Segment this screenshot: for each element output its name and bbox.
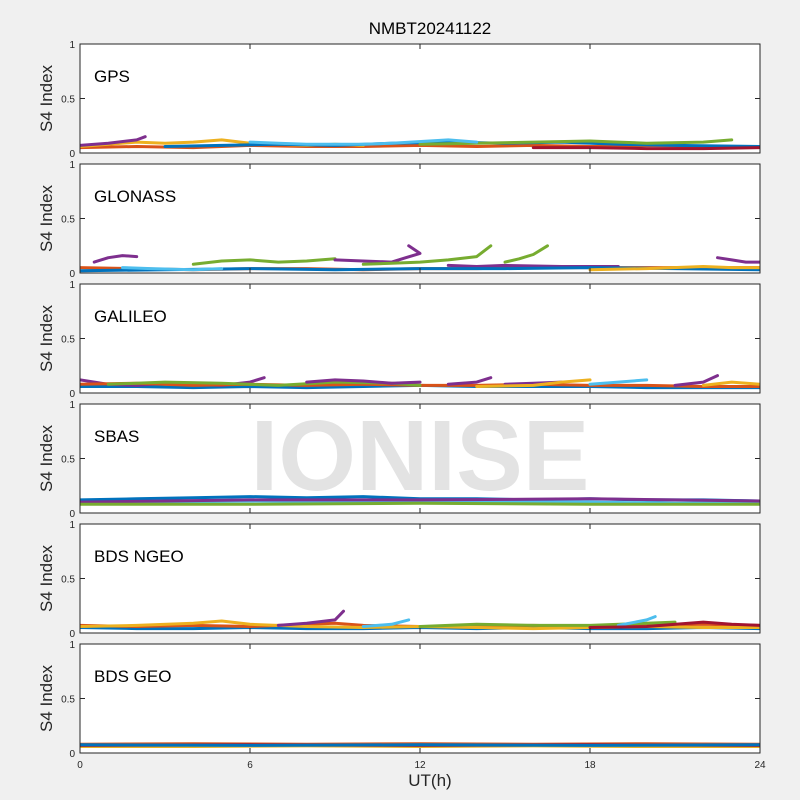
series-line [588, 620, 760, 629]
x-tick-label: 6 [247, 760, 253, 771]
y-axis-label: S4 Index [37, 544, 56, 612]
panel-label: BDS NGEO [94, 547, 184, 566]
x-tick-label: 24 [754, 760, 766, 771]
y-tick-label: 0.5 [61, 455, 75, 466]
series-line [333, 244, 422, 264]
y-tick-label: 0 [69, 389, 75, 400]
panel-label: GLONASS [94, 187, 176, 206]
series-line [121, 266, 224, 272]
y-tick-label: 0 [69, 509, 75, 520]
series-line [475, 378, 592, 388]
series-line [305, 378, 422, 385]
plot-area [80, 44, 760, 153]
y-axis-label: S4 Index [37, 184, 56, 252]
y-tick-label: 1 [69, 280, 75, 291]
series-line [191, 257, 337, 266]
y-axis-label: S4 Index [37, 304, 56, 372]
y-axis-label: S4 Index [37, 424, 56, 492]
panel-label: GPS [94, 67, 130, 86]
plot-area [80, 284, 760, 393]
series-line [163, 140, 760, 148]
y-tick-label: 1 [69, 640, 75, 651]
series-line [418, 620, 677, 628]
series-line [588, 265, 760, 272]
series-line [276, 609, 345, 627]
plot-area [80, 524, 760, 633]
panel-bds-ngeo: 0 0.5 1 BDS NGEO S4 Index [37, 520, 761, 640]
series-line [418, 138, 734, 146]
series-line [716, 256, 760, 264]
plot-frame [79, 283, 761, 394]
series-line [531, 146, 760, 151]
y-tick-label: 0.5 [61, 335, 75, 346]
series-group [80, 135, 760, 151]
panels-group: 0 0.5 1 GPS S4 Index 0 0.5 1 GLONASS S4 Index 0 0.5… [37, 40, 766, 771]
series-line [616, 615, 657, 627]
y-tick-label: 0 [69, 269, 75, 280]
y-tick-label: 1 [69, 40, 75, 51]
plot-frame [79, 403, 761, 514]
watermark-text: IONISE [251, 400, 590, 512]
y-tick-label: 1 [69, 520, 75, 531]
panel-label: GALILEO [94, 307, 167, 326]
series-line [361, 618, 411, 628]
plot-frame [79, 163, 761, 274]
plot-frame [79, 523, 761, 634]
y-axis-label: S4 Index [37, 64, 56, 132]
panel-glonass: 0 0.5 1 GLONASS S4 Index [37, 160, 761, 280]
y-tick-label: 0.5 [61, 95, 75, 106]
series-line [503, 244, 549, 264]
panel-sbas: 0 0.5 1 SBAS S4 Index [37, 400, 761, 520]
panel-label: BDS GEO [94, 667, 171, 686]
chart-title: NMBT20241122 [369, 19, 492, 38]
series-line [80, 501, 760, 506]
y-tick-label: 0 [69, 749, 75, 760]
series-line [80, 135, 147, 147]
series-group [80, 742, 760, 748]
series-line [361, 244, 493, 266]
panel-gps: 0 0.5 1 GPS S4 Index [37, 40, 761, 160]
series-group [80, 609, 760, 631]
y-tick-label: 1 [69, 400, 75, 411]
x-axis-label: UT(h) [408, 771, 451, 790]
panel-galileo: 0 0.5 1 GALILEO S4 Index [37, 280, 761, 400]
series-line [701, 380, 760, 387]
plot-frame [79, 643, 761, 754]
series-line [80, 497, 760, 504]
series-line [673, 374, 719, 387]
series-line [588, 378, 649, 386]
x-tick-label: 12 [414, 760, 426, 771]
y-axis-label: S4 Index [37, 664, 56, 732]
plot-area [80, 164, 760, 273]
series-group [80, 374, 760, 390]
series-group [80, 495, 760, 506]
y-tick-label: 0 [69, 149, 75, 160]
series-line [92, 254, 139, 264]
y-tick-label: 1 [69, 160, 75, 171]
y-tick-label: 0 [69, 629, 75, 640]
x-tick-label: 0 [77, 760, 83, 771]
series-line [446, 376, 493, 386]
y-tick-label: 0.5 [61, 215, 75, 226]
y-tick-label: 0.5 [61, 575, 75, 586]
y-tick-label: 0.5 [61, 695, 75, 706]
panel-label: SBAS [94, 427, 139, 446]
plot-frame [79, 43, 761, 154]
panel-bds-geo: 0 0.5 1 BDS GEO S4 Index 0 6 12 18 24 [37, 640, 766, 771]
series-line [80, 743, 760, 747]
plot-area [80, 404, 760, 513]
x-tick-label: 18 [584, 760, 596, 771]
series-line [248, 138, 479, 146]
plot-area [80, 644, 760, 753]
